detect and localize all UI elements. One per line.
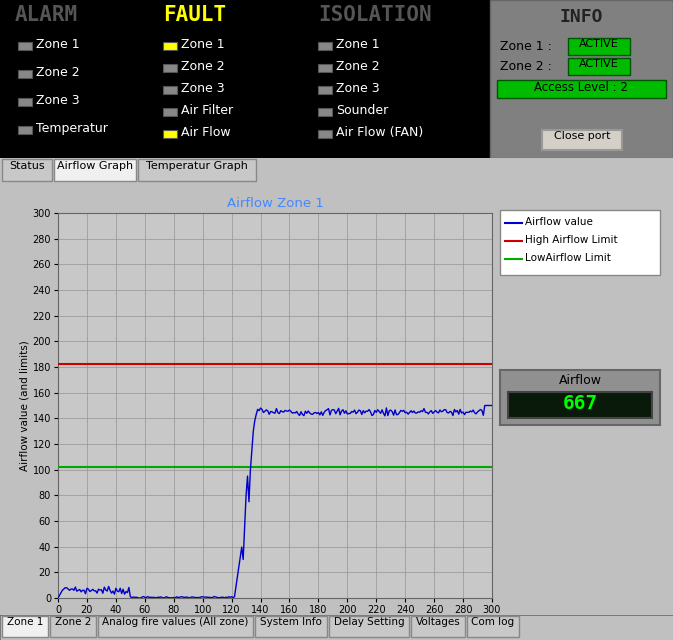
Bar: [568, 58, 630, 75]
Text: Com log: Com log: [472, 617, 515, 627]
Bar: [18, 70, 32, 78]
Bar: [318, 86, 332, 94]
Bar: [18, 42, 32, 50]
Text: Zone 1: Zone 1: [336, 38, 380, 51]
Bar: [0, 158, 673, 183]
Bar: [98, 616, 253, 637]
Bar: [163, 42, 177, 50]
Text: ACTIVE: ACTIVE: [579, 39, 619, 49]
Text: Airflow: Airflow: [559, 374, 602, 387]
Bar: [0, 615, 673, 640]
Text: Zone 3: Zone 3: [36, 94, 79, 107]
Bar: [0, 0, 673, 158]
Text: Zone 2: Zone 2: [181, 60, 225, 73]
Bar: [255, 616, 327, 637]
Text: Zone 3: Zone 3: [181, 82, 225, 95]
Text: Status: Status: [9, 161, 45, 171]
Bar: [318, 42, 332, 50]
Text: Zone 2 :: Zone 2 :: [500, 60, 552, 73]
Bar: [163, 86, 177, 94]
Text: System Info: System Info: [260, 617, 322, 627]
Text: Zone 2: Zone 2: [336, 60, 380, 73]
Text: Air Flow (FAN): Air Flow (FAN): [336, 126, 423, 139]
Title: Airflow Zone 1: Airflow Zone 1: [227, 198, 324, 211]
Bar: [2, 159, 52, 181]
Text: Temperatur: Temperatur: [36, 122, 108, 135]
Bar: [411, 616, 465, 637]
Text: Analog fire values (All zone): Analog fire values (All zone): [102, 617, 248, 627]
Bar: [542, 130, 622, 150]
Text: Zone 1: Zone 1: [7, 617, 43, 627]
Bar: [318, 130, 332, 138]
Text: Zone 1 :: Zone 1 :: [500, 40, 552, 53]
Bar: [490, 0, 673, 158]
Bar: [500, 370, 660, 425]
Text: Voltages: Voltages: [416, 617, 460, 627]
Text: Zone 2: Zone 2: [55, 617, 91, 627]
Bar: [18, 126, 32, 134]
Bar: [50, 616, 96, 637]
Text: Delay Setting: Delay Setting: [334, 617, 404, 627]
Bar: [568, 38, 630, 55]
Bar: [467, 616, 519, 637]
Bar: [318, 64, 332, 72]
Text: Air Flow: Air Flow: [181, 126, 231, 139]
Text: FAULT: FAULT: [163, 5, 226, 25]
Text: ALARM: ALARM: [15, 5, 78, 25]
Y-axis label: Airflow value (and limits): Airflow value (and limits): [20, 340, 30, 471]
Text: Zone 1: Zone 1: [181, 38, 225, 51]
Bar: [329, 616, 409, 637]
Bar: [508, 392, 652, 418]
Bar: [163, 108, 177, 116]
Bar: [0, 183, 673, 615]
Bar: [163, 130, 177, 138]
Bar: [54, 159, 136, 181]
Text: ACTIVE: ACTIVE: [579, 59, 619, 69]
Text: LowAirflow Limit: LowAirflow Limit: [525, 253, 611, 263]
Text: Access Level : 2: Access Level : 2: [534, 81, 628, 94]
Text: Zone 1: Zone 1: [36, 38, 79, 51]
Text: Airflow Graph: Airflow Graph: [57, 161, 133, 171]
Text: INFO: INFO: [559, 8, 603, 26]
Text: Zone 2: Zone 2: [36, 66, 79, 79]
Bar: [2, 616, 48, 637]
Text: Temperatur Graph: Temperatur Graph: [146, 161, 248, 171]
Text: Airflow value: Airflow value: [525, 217, 593, 227]
Bar: [500, 210, 660, 275]
Text: Close port: Close port: [554, 131, 610, 141]
Text: Air Filter: Air Filter: [181, 104, 233, 117]
Bar: [497, 80, 666, 98]
Bar: [138, 159, 256, 181]
Bar: [18, 98, 32, 106]
Bar: [163, 64, 177, 72]
Text: High Airflow Limit: High Airflow Limit: [525, 235, 618, 245]
Text: Zone 3: Zone 3: [336, 82, 380, 95]
Text: 667: 667: [563, 394, 598, 413]
Text: ISOLATION: ISOLATION: [318, 5, 431, 25]
Bar: [318, 108, 332, 116]
Text: Sounder: Sounder: [336, 104, 388, 117]
